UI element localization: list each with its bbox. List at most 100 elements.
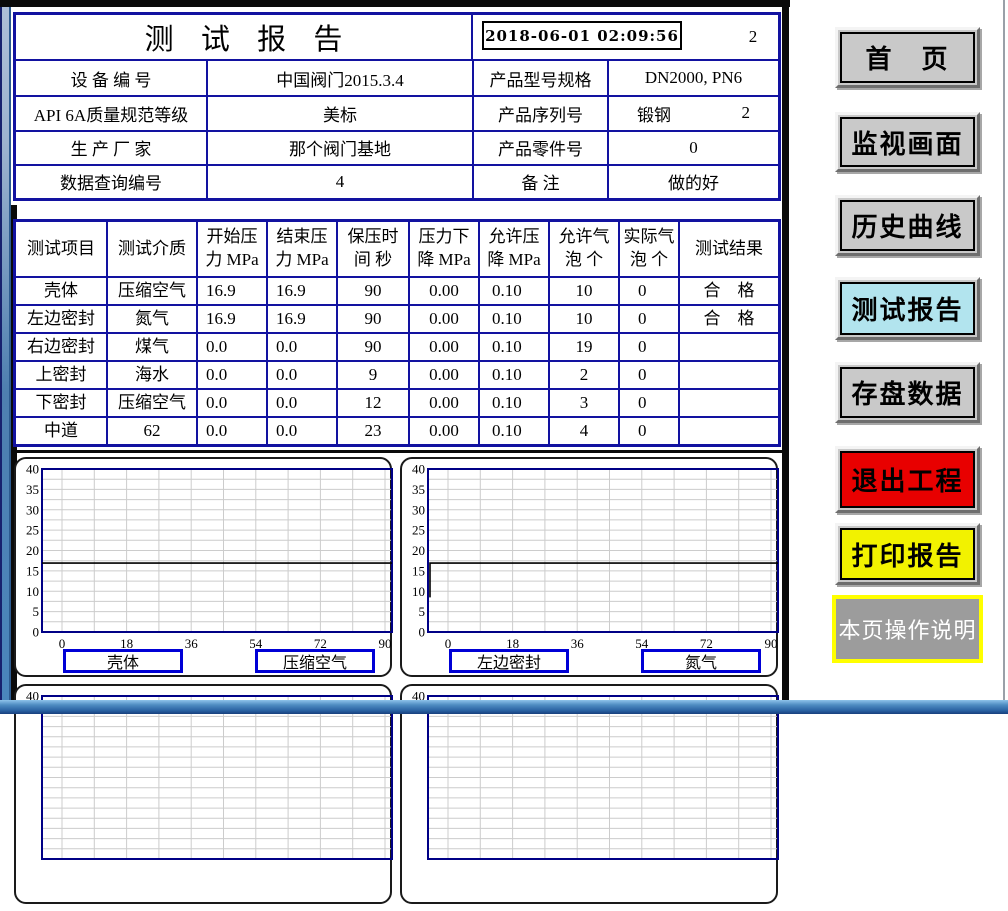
svg-text:90: 90 [765,636,778,651]
svg-text:54: 54 [249,636,262,651]
table-cell: 中道 [16,416,106,444]
table-cell: 0.10 [478,360,548,388]
table-cell: 0 [618,332,678,360]
svg-text:0: 0 [59,636,66,651]
print-report-button[interactable]: 打印报告 [835,523,980,585]
table-cell: 壳体 [16,276,106,304]
nav-home-button[interactable]: 首 页 [835,27,980,88]
table-cell: 0.10 [478,304,548,332]
table-cell: 90 [336,332,408,360]
svg-text:25: 25 [26,523,39,538]
field-value-device-no: 中国阀门2015.3.4 [206,61,472,96]
table-cell: 0.0 [266,388,336,416]
chart-panel-1: 40 35 30 25 20 15 10 5 0 0 18 36 54 72 90 壳体 压缩空气 [14,457,393,677]
table-cell: 16.9 [196,276,266,304]
table-cell: 煤气 [106,332,196,360]
field-label-serial-no: 产品序列号 [472,95,607,130]
chart-medium-label: 压缩空气 [255,649,375,673]
chart-medium-label: 氮气 [641,649,761,673]
table-cell [678,360,778,388]
field-label-manufacturer: 生 产 厂 家 [16,129,206,164]
table-cell: 0 [618,416,678,444]
field-label-device-no: 设 备 编 号 [70,70,152,90]
table-cell: 0.0 [266,332,336,360]
field-label-query-no: 数据查询编号 [16,163,206,198]
record-count: 2 [748,27,758,46]
pressure-curve-plot: 40 [26,689,393,860]
table-cell: 上密封 [16,360,106,388]
table-header-cell: 开始压 力 MPa [196,222,266,276]
table-cell: 0.00 [408,388,478,416]
table-cell: 0.0 [196,360,266,388]
test-results-table: 测试项目 测试介质 开始压 力 MPa 结束压 力 MPa 保压时 间 秒压力下 降 M… [13,219,781,447]
table-cell: 0.10 [478,388,548,416]
nav-test-report-button[interactable]: 测试报告 [835,277,980,340]
svg-text:0: 0 [419,625,426,640]
nav-history-curve-button[interactable]: 历史曲线 [835,195,980,256]
report-fields-grid: 设 备 编 号 中国阀门2015.3.4 产品型号规格 DN2000, PN6 … [16,61,778,198]
svg-text:90: 90 [379,636,392,651]
field-label-remark: 备 注 [472,163,607,198]
svg-text:40: 40 [26,689,39,704]
table-cell: 3 [548,388,618,416]
table-cell: 0.0 [196,416,266,444]
table-header-cell: 测试介质 [106,222,196,276]
pressure-curve-plot: 40 35 30 25 20 15 10 5 0 0 18 36 54 72 90 [26,462,393,651]
table-cell: 0.0 [266,360,336,388]
page-title: 测 试 报 告 [144,24,353,56]
table-cell: 0.00 [408,416,478,444]
table-cell: 10 [548,276,618,304]
svg-text:40: 40 [26,462,39,477]
table-cell: 0 [618,360,678,388]
window-top-border [0,0,790,7]
button-label: 存盘数据 [840,367,975,418]
nav-saved-data-button[interactable]: 存盘数据 [835,362,980,423]
field-value-part-no: 0 [607,129,778,164]
svg-text:35: 35 [26,482,39,497]
table-cell: 左边密封 [16,304,106,332]
table-header-cell: 保压时 间 秒 [336,222,408,276]
table-cell: 16.9 [266,304,336,332]
field-value-serial-no: 锻钢 2 [607,95,778,130]
table-cell: 23 [336,416,408,444]
table-cell: 合 格 [678,304,778,332]
chart-panel-3: 40 [14,684,393,904]
svg-text:30: 30 [26,502,39,517]
table-cell: 压缩空气 [106,276,196,304]
svg-text:72: 72 [314,636,327,651]
svg-text:40: 40 [412,462,425,477]
field-value-remark: 做的好 [607,163,778,198]
table-cell [678,332,778,360]
svg-text:30: 30 [412,502,425,517]
page-help-button[interactable]: 本页操作说明 [832,595,983,663]
table-cell: 0.00 [408,332,478,360]
table-cell: 4 [548,416,618,444]
table-cell: 0.00 [408,360,478,388]
chart-test-item-label: 左边密封 [449,649,569,673]
field-label-product-model: 产品型号规格 [472,61,607,96]
window-left-border [0,0,11,714]
serial-material: 锻钢 [637,105,671,125]
button-label: 首 页 [840,32,975,83]
field-label-api-grade: API 6A质量规范等级 [16,95,206,129]
table-header-cell: 允许压 降 MPa [478,222,548,276]
svg-text:54: 54 [635,636,649,651]
field-value-api-grade: 美标 [206,95,472,130]
table-cell [678,388,778,416]
table-cell: 0.0 [266,416,336,444]
table-cell: 62 [106,416,196,444]
svg-text:10: 10 [26,584,39,599]
pressure-curve-plot: 40 [412,689,779,860]
svg-text:15: 15 [26,563,39,578]
table-cell: 0.10 [478,276,548,304]
button-label: 退出工程 [840,451,975,508]
table-header-cell: 实际气 泡 个 [618,222,678,276]
svg-text:25: 25 [412,523,425,538]
nav-monitor-button[interactable]: 监视画面 [835,112,980,172]
svg-text:36: 36 [185,636,199,651]
divider [471,15,473,59]
table-cell: 右边密封 [16,332,106,360]
svg-text:0: 0 [33,625,40,640]
window-right-border [1003,0,1005,714]
exit-project-button[interactable]: 退出工程 [835,446,980,513]
